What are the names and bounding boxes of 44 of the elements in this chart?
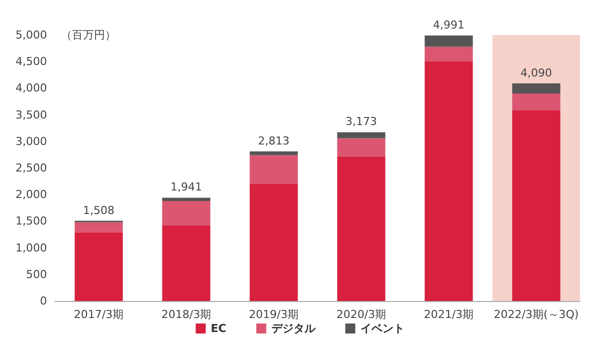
y-tick-label: 2,500 (16, 162, 47, 174)
bar (162, 225, 210, 301)
bar (512, 110, 560, 301)
y-tick-label: 1,500 (16, 214, 47, 228)
bar (162, 200, 210, 226)
bar (250, 151, 298, 156)
legend-label: イベント (360, 322, 404, 335)
bar (250, 155, 298, 184)
y-tick-label: 3,000 (16, 134, 47, 148)
y-tick-label: 1,000 (16, 241, 47, 254)
total-label: 1,941 (170, 180, 202, 194)
x-tick-label: 2018/3期 (161, 308, 212, 321)
x-tick-label: 2022/3期(～3Q) (494, 308, 579, 321)
bar (424, 35, 473, 47)
bar (512, 94, 560, 111)
y-tick-label: 4,000 (16, 82, 47, 95)
total-label: 2,813 (258, 134, 290, 148)
bar (337, 132, 386, 138)
bar (424, 61, 473, 301)
bar (337, 138, 386, 156)
total-label: 4,991 (433, 18, 464, 32)
bar (74, 232, 123, 301)
bar (512, 83, 560, 94)
legend-label: EC (210, 322, 226, 335)
y-tick-label: 2,000 (16, 188, 47, 202)
x-tick-label: 2019/3期 (248, 308, 299, 321)
total-label: 1,508 (83, 204, 114, 217)
x-tick-label: 2021/3期 (424, 308, 474, 321)
bar (250, 184, 298, 301)
total-label: 4,090 (520, 66, 552, 80)
x-tick-label: 2017/3期 (74, 308, 124, 321)
x-tick-label: 2020/3期 (336, 308, 386, 321)
y-tick-label: 5,000 (16, 28, 47, 42)
y-tick-label: 4,500 (16, 55, 47, 68)
bar (424, 46, 473, 62)
total-label: 3,173 (346, 115, 377, 128)
y-tick-label: 500 (26, 268, 47, 281)
legend-label: デジタル (271, 322, 316, 335)
bar (162, 198, 210, 201)
y-tick-label: 0 (40, 294, 47, 308)
y-axis-title: （百万円） (61, 28, 116, 42)
bar (337, 156, 386, 301)
y-tick-label: 3,500 (16, 108, 47, 122)
bar (74, 222, 123, 232)
